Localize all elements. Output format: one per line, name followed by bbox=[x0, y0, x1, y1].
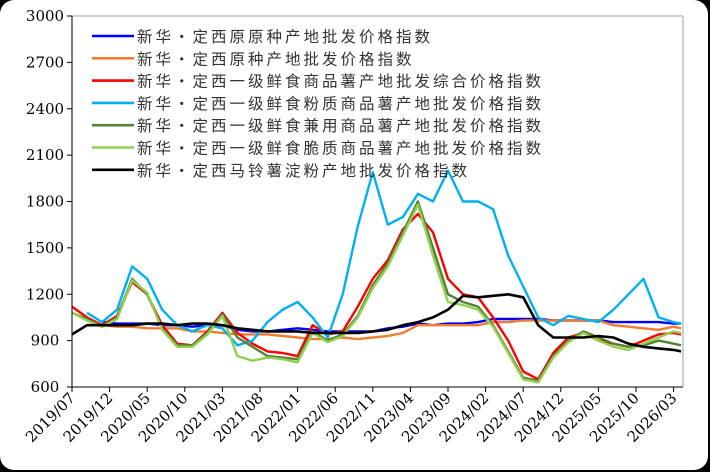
y-tick-label: 2700 bbox=[26, 53, 64, 71]
legend-label: 新华・定西一级鲜食兼用商品薯产地批发价格指数 bbox=[137, 117, 544, 135]
y-tick-label: 2400 bbox=[26, 100, 64, 118]
y-tick-label: 900 bbox=[31, 332, 60, 350]
series-line bbox=[86, 169, 682, 347]
legend: 新华・定西原原种产地批发价格指数新华・定西原种产地批发价格指数新华・定西一级鲜食… bbox=[92, 28, 544, 180]
y-tick-label: 600 bbox=[31, 378, 60, 396]
y-tick-label: 2100 bbox=[26, 146, 64, 164]
legend-label: 新华・定西一级鲜食粉质商品薯产地批发价格指数 bbox=[137, 95, 544, 113]
legend-label: 新华・定西一级鲜食商品薯产地批发综合价格指数 bbox=[137, 73, 544, 91]
series-line bbox=[71, 203, 682, 384]
legend-label: 新华・定西原种产地批发价格指数 bbox=[137, 50, 415, 68]
series-line bbox=[71, 212, 682, 381]
legend-label: 新华・定西原原种产地批发价格指数 bbox=[137, 28, 433, 46]
series-layer bbox=[71, 169, 682, 384]
legend-label: 新华・定西一级鲜食脆质商品薯产地批发价格指数 bbox=[137, 140, 544, 158]
y-tick-label: 1800 bbox=[26, 193, 64, 211]
series-line bbox=[71, 292, 682, 353]
y-tick-label: 3000 bbox=[26, 7, 64, 25]
y-tick-label: 1500 bbox=[26, 239, 64, 257]
series-line bbox=[71, 200, 682, 382]
y-tick-label: 1200 bbox=[26, 285, 64, 303]
legend-label: 新华・定西马铃薯淀粉产地批发价格指数 bbox=[137, 162, 470, 180]
